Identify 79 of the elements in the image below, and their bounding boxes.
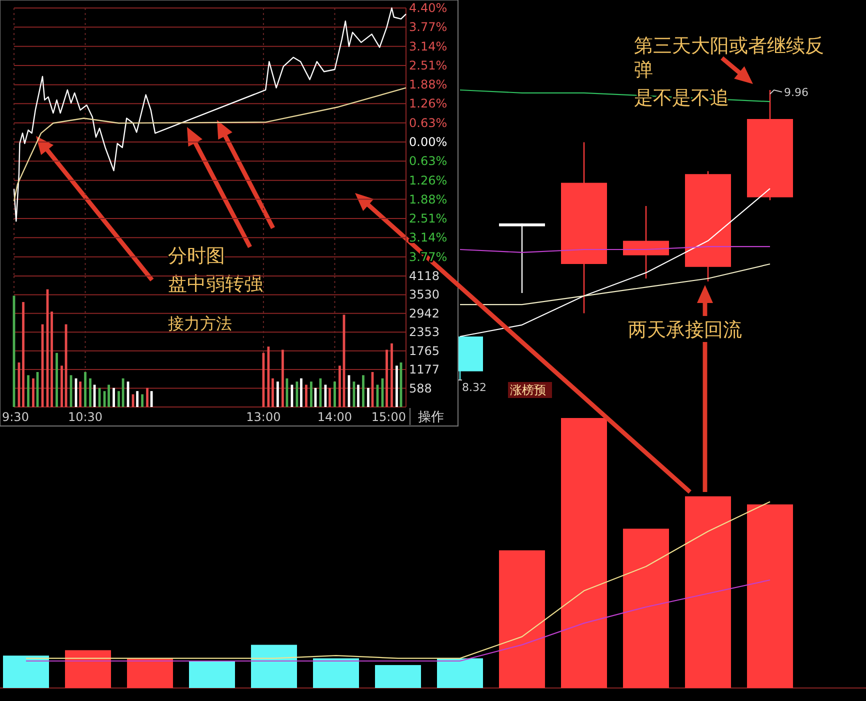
bar	[499, 550, 545, 688]
annotation: 两天承接回流	[628, 319, 742, 341]
y-tick-label: 1.26%	[409, 173, 448, 188]
bar	[338, 366, 341, 407]
bar	[623, 528, 669, 688]
y-tick-label: 1.26%	[409, 96, 448, 111]
bar	[390, 343, 393, 407]
candlestick	[499, 222, 545, 294]
bar	[118, 391, 120, 407]
bar	[141, 394, 144, 407]
bar	[127, 658, 173, 688]
bar	[50, 312, 53, 407]
text: 8.32	[462, 381, 486, 394]
y-tick-label: 3.14%	[409, 230, 448, 245]
y-tick-label: 2.51%	[409, 58, 448, 73]
y-tick-label: 1.88%	[409, 192, 448, 206]
x-tick-label: 15:00	[371, 410, 406, 424]
y-tick-label: 1177	[409, 362, 440, 377]
y-tick-label: 2942	[409, 306, 440, 320]
bar	[375, 665, 421, 688]
text: 涨榜预	[510, 383, 546, 397]
x-tick-label: 9:30	[2, 410, 29, 424]
bar	[396, 366, 398, 407]
bar	[313, 658, 359, 688]
bar	[282, 350, 284, 407]
bar	[27, 375, 30, 407]
bar	[146, 388, 148, 407]
bar	[362, 375, 364, 407]
bar	[357, 384, 360, 407]
annotation: 操作	[418, 410, 444, 425]
bar	[89, 378, 92, 407]
bar	[300, 378, 302, 407]
bar	[79, 382, 82, 407]
y-tick-label: 2353	[409, 325, 440, 340]
bar	[108, 384, 110, 407]
y-tick-label: 0.63%	[409, 116, 448, 130]
y-tick-label: 2.51%	[409, 211, 448, 226]
bar	[65, 650, 111, 688]
x-tick-label: 14:00	[317, 410, 352, 424]
y-tick-label: 4118	[409, 269, 440, 283]
bar	[367, 388, 370, 407]
bar	[685, 496, 731, 688]
bar	[136, 391, 138, 407]
y-tick-label: 3530	[409, 288, 440, 302]
bar	[334, 382, 336, 407]
bar	[437, 658, 483, 688]
bar	[310, 382, 312, 407]
bar	[56, 352, 58, 407]
y-tick-label: 4.40%	[409, 1, 448, 15]
bar	[150, 391, 153, 407]
bar	[60, 366, 63, 407]
bar	[22, 302, 24, 407]
y-tick-label: 1.88%	[409, 78, 448, 92]
annotation: 接力方法	[168, 314, 232, 333]
bar	[561, 418, 607, 688]
y-tick-label: 1765	[409, 344, 440, 358]
y-tick-label: 0.00%	[409, 135, 448, 149]
x-tick-label: 10:30	[68, 410, 103, 424]
bar	[305, 384, 308, 407]
y-tick-label: 588	[409, 381, 432, 396]
y-tick-label: 0.63%	[409, 154, 448, 168]
bar	[386, 350, 388, 407]
bar	[84, 372, 86, 407]
annotation: 9.96	[784, 86, 808, 99]
bar	[32, 378, 34, 407]
bar	[272, 378, 274, 407]
bar	[747, 504, 793, 688]
bar	[3, 656, 49, 688]
bar	[267, 346, 270, 407]
x-tick-label: 13:00	[246, 410, 281, 424]
y-tick-label: 3.77%	[409, 20, 448, 34]
line-series	[13, 87, 407, 202]
text: 第三天大阳或者继续反弹	[634, 35, 824, 81]
bar	[328, 388, 331, 407]
bar	[189, 661, 235, 688]
bar	[251, 644, 297, 688]
bar	[112, 388, 115, 407]
bar	[276, 382, 279, 407]
y-tick-label: 3.14%	[409, 39, 448, 54]
